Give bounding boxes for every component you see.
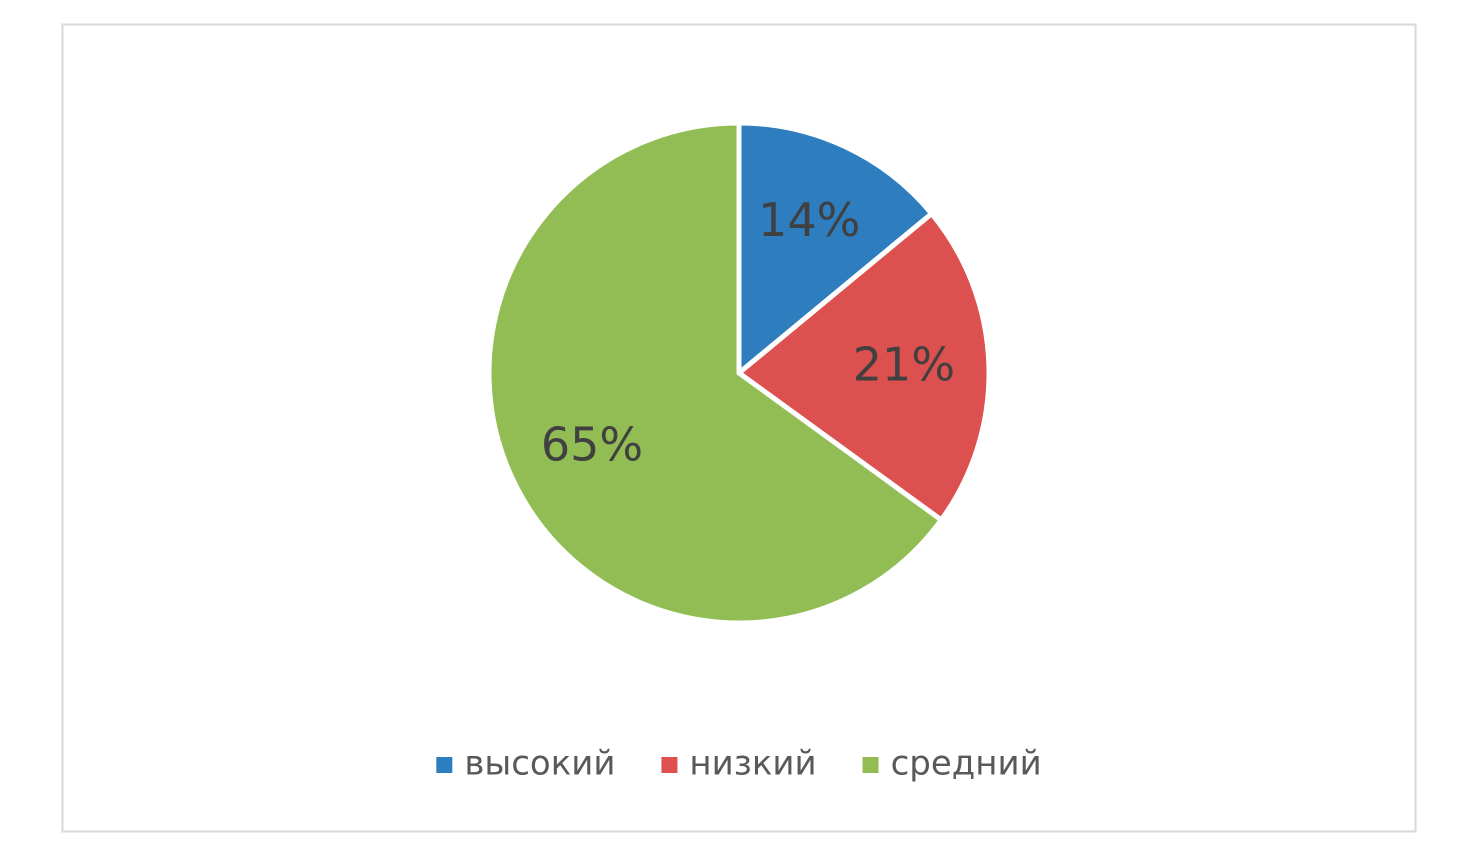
- data-label: 65%: [541, 417, 643, 471]
- pie-slice: [736, 120, 936, 379]
- legend-swatch: [436, 757, 453, 773]
- legend-label: средний: [891, 744, 1042, 784]
- legend-swatch: [862, 757, 879, 773]
- data-label: 21%: [853, 337, 955, 391]
- pie-slice: [486, 120, 945, 626]
- legend-label: высокий: [464, 744, 615, 784]
- data-label: 14%: [758, 193, 860, 247]
- pie-slice: [734, 210, 992, 524]
- legend-swatch: [661, 757, 678, 773]
- legend-label: низкий: [689, 744, 816, 784]
